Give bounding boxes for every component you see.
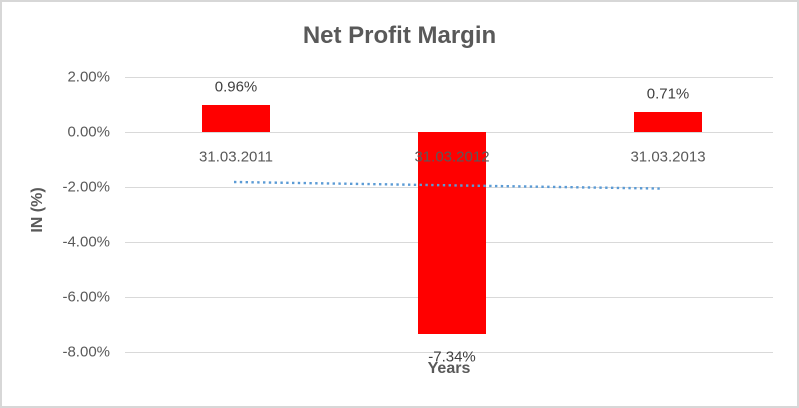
bar [202, 105, 270, 132]
bar [418, 131, 486, 334]
chart-title: Net Profit Margin [302, 22, 497, 49]
category-label: 31.03.2012 [414, 148, 490, 166]
data-label: -7.34% [428, 348, 476, 366]
bar [634, 112, 702, 132]
x-axis-title: Years [427, 360, 471, 377]
data-label: 0.96% [214, 78, 258, 96]
category-label: 31.03.2011 [199, 148, 273, 166]
y-tick-label: 0.00% [67, 123, 110, 141]
y-tick-label: -6.00% [62, 288, 110, 306]
gridline [125, 76, 773, 78]
data-label: 0.71% [646, 85, 690, 103]
category-label: 31.03.2013 [630, 148, 706, 166]
y-tick-label: -2.00% [62, 178, 110, 196]
y-tick-label: -4.00% [62, 233, 110, 251]
gridline [125, 351, 773, 353]
y-tick-label: 2.00% [67, 68, 110, 86]
y-axis-title: IN (%) [29, 187, 46, 233]
y-tick-label: -8.00% [62, 343, 110, 361]
